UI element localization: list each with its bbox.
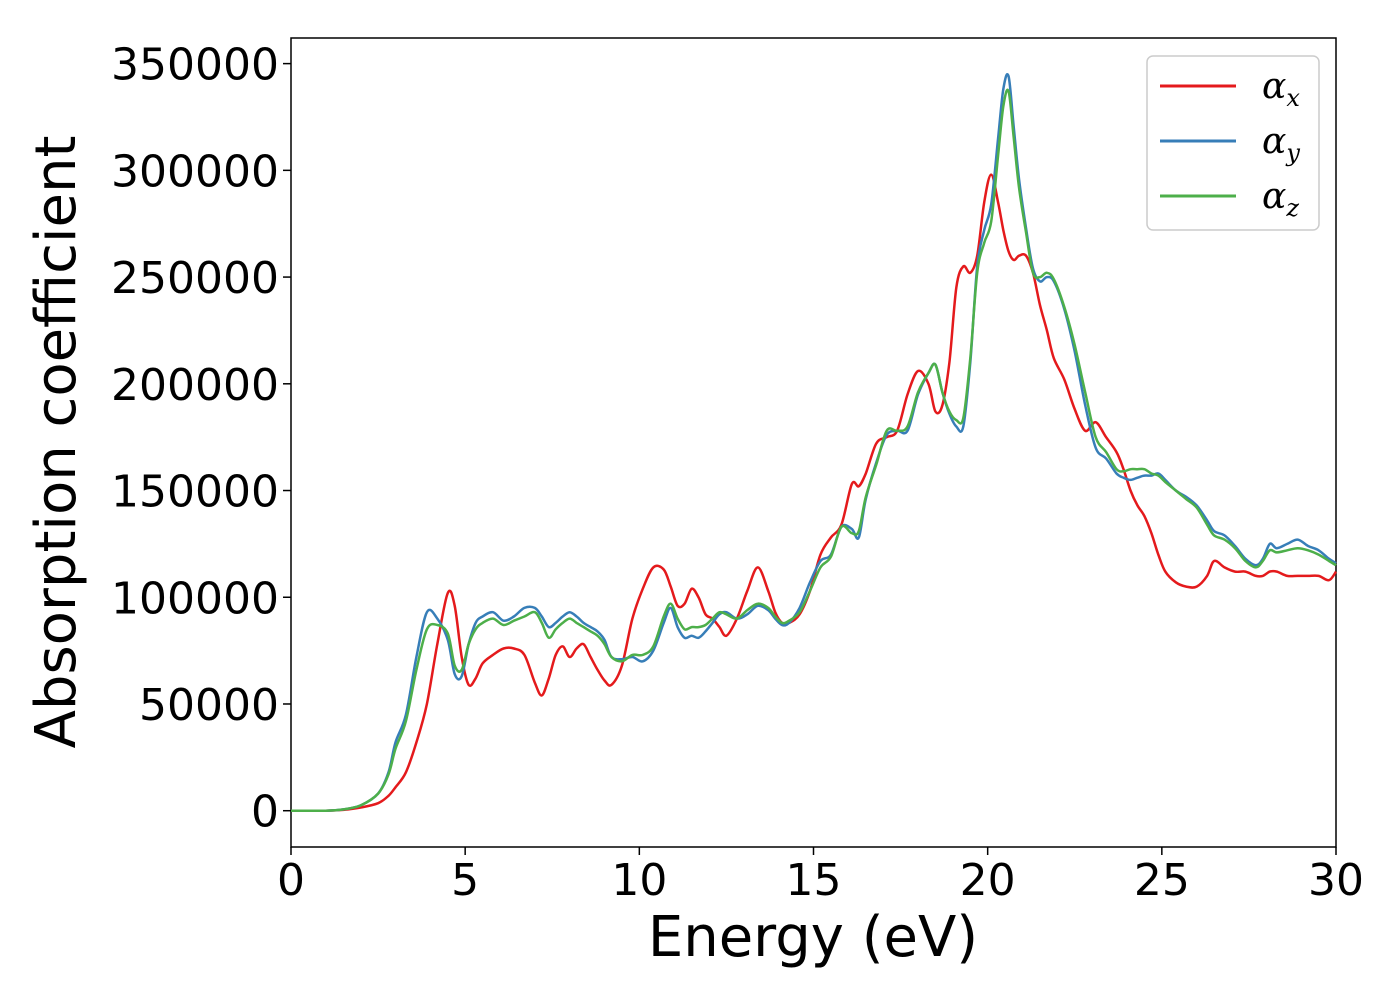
y-tick-label: 100000 — [111, 573, 279, 624]
x-tick-label: 0 — [277, 855, 305, 906]
y-tick-label: 200000 — [111, 360, 279, 411]
x-tick-label: 15 — [786, 855, 842, 906]
x-axis-ticks: 0 5 10 15 20 25 30 — [277, 847, 1364, 906]
legend: αx αy αz — [1146, 55, 1320, 231]
x-tick-label: 5 — [451, 855, 479, 906]
y-tick-label: 350000 — [111, 40, 279, 91]
x-tick-label: 10 — [611, 855, 667, 906]
y-tick-label: 0 — [251, 787, 279, 838]
series-line-x — [290, 173, 1338, 813]
x-tick-label: 25 — [1134, 855, 1190, 906]
y-tick-label: 150000 — [111, 467, 279, 518]
x-tick-label: 30 — [1308, 855, 1364, 906]
series-layer — [290, 73, 1338, 813]
legend-box — [1146, 55, 1320, 231]
legend-label-z: αz — [1262, 176, 1299, 222]
series-line-z — [290, 88, 1337, 813]
y-tick-label: 250000 — [111, 253, 279, 304]
legend-label-x: αx — [1262, 66, 1300, 112]
y-axis-label: Absorption coefficient — [24, 136, 89, 749]
x-axis-label: Energy (eV) — [648, 905, 978, 970]
y-tick-label: 300000 — [111, 146, 279, 197]
y-axis-ticks: 0 50000 100000 150000 200000 250000 300000 3500… — [111, 40, 291, 838]
y-tick-label: 50000 — [139, 680, 279, 731]
x-tick-label: 20 — [960, 855, 1016, 906]
legend-label-y: αy — [1262, 121, 1300, 167]
